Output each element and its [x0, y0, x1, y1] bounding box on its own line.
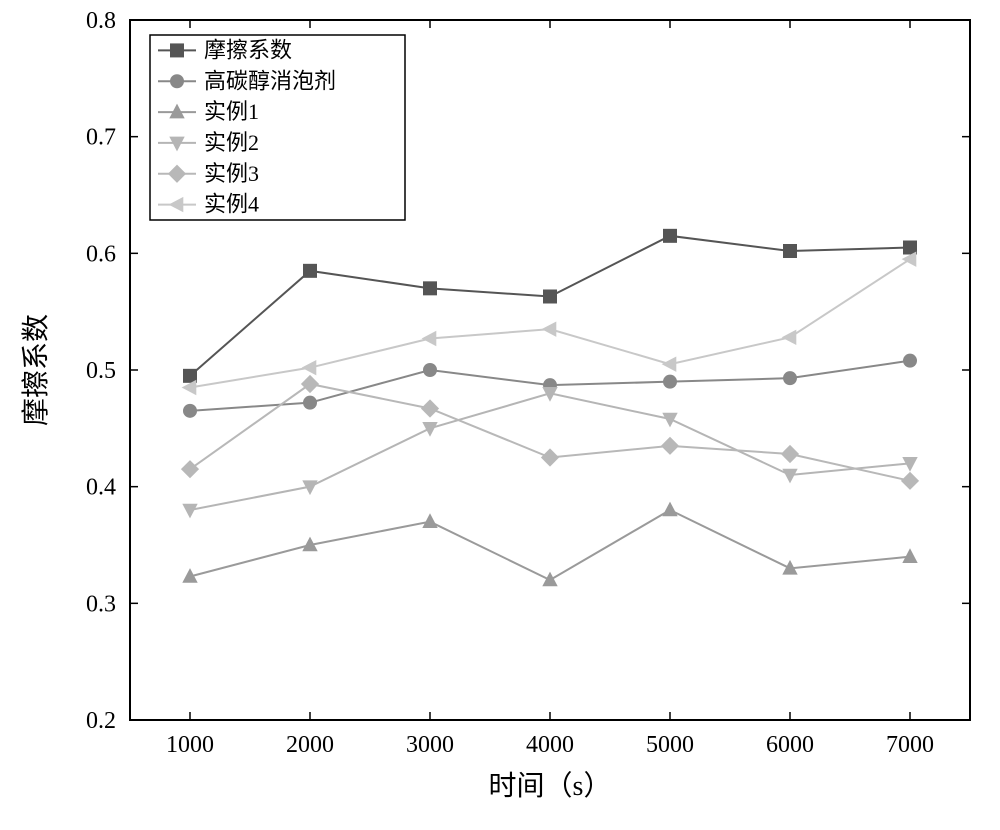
triangle-down-icon	[422, 422, 437, 437]
legend-label: 实例1	[204, 99, 259, 124]
triangle-left-icon	[302, 360, 317, 375]
diamond-icon	[541, 448, 559, 466]
triangle-up-icon	[662, 502, 677, 517]
square-icon	[663, 229, 677, 243]
x-tick-label: 5000	[646, 732, 694, 758]
circle-icon	[423, 363, 437, 377]
square-icon	[303, 264, 317, 278]
diamond-icon	[301, 375, 319, 393]
x-tick-label: 3000	[406, 732, 454, 758]
x-tick-label: 7000	[886, 732, 934, 758]
circle-icon	[183, 404, 197, 418]
triangle-down-icon	[662, 413, 677, 428]
circle-icon	[303, 396, 317, 410]
legend-label: 高碳醇消泡剂	[204, 68, 336, 93]
legend-label: 实例3	[204, 161, 259, 186]
diamond-icon	[181, 460, 199, 478]
triangle-up-icon	[542, 572, 557, 587]
circle-icon	[663, 375, 677, 389]
diamond-icon	[781, 445, 799, 463]
triangle-down-icon	[182, 504, 197, 519]
y-tick-label: 0.7	[86, 125, 116, 151]
square-icon	[170, 43, 184, 57]
diamond-icon	[661, 437, 679, 455]
y-tick-label: 0.6	[86, 241, 116, 267]
legend-label: 摩擦系数	[204, 37, 292, 62]
x-tick-label: 4000	[526, 732, 574, 758]
square-icon	[783, 244, 797, 258]
y-tick-label: 0.8	[86, 8, 116, 34]
series-line	[190, 236, 910, 376]
series-line	[190, 510, 910, 580]
y-tick-label: 0.4	[86, 475, 116, 501]
diamond-icon	[901, 472, 919, 490]
legend-box	[150, 35, 405, 220]
triangle-down-icon	[782, 469, 797, 484]
square-icon	[543, 290, 557, 304]
circle-icon	[783, 371, 797, 385]
x-tick-label: 2000	[286, 732, 334, 758]
triangle-left-icon	[662, 356, 677, 371]
y-axis-label: 摩擦系数	[20, 314, 52, 426]
square-icon	[423, 281, 437, 295]
triangle-up-icon	[902, 548, 917, 563]
x-axis-label: 时间（s）	[489, 770, 612, 802]
y-tick-label: 0.3	[86, 591, 116, 617]
triangle-up-icon	[422, 513, 437, 528]
x-tick-label: 6000	[766, 732, 814, 758]
y-tick-label: 0.5	[86, 358, 116, 384]
legend-label: 实例2	[204, 130, 259, 155]
circle-icon	[903, 354, 917, 368]
diamond-icon	[421, 399, 439, 417]
series-line	[190, 259, 910, 387]
triangle-left-icon	[422, 331, 437, 346]
legend-label: 实例4	[204, 192, 259, 217]
triangle-left-icon	[542, 321, 557, 336]
friction-chart: 1000 2000 3000 4000 5000 6000 7000 0.2 0.3 0.4 0.5…	[0, 0, 1000, 830]
triangle-left-icon	[782, 330, 797, 345]
x-tick-label: 1000	[166, 732, 214, 758]
y-tick-label: 0.2	[86, 708, 116, 734]
circle-icon	[170, 74, 184, 88]
